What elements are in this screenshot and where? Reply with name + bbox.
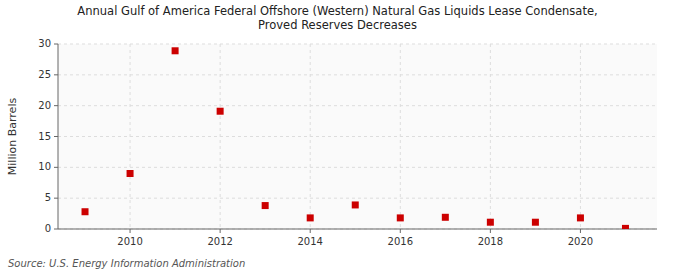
grid-line-y [58, 136, 657, 137]
y-tick-label: 5 [45, 192, 51, 203]
x-tick-label: 2020 [568, 236, 593, 247]
grid-line-x [580, 44, 581, 229]
grid-line-y [58, 74, 657, 75]
grid-line-x [310, 44, 311, 229]
x-tick [400, 229, 401, 233]
x-tick [130, 229, 131, 233]
x-tick-label: 2016 [388, 236, 413, 247]
background [0, 0, 675, 275]
y-tick-label: 10 [38, 161, 51, 172]
y-tick-label: 25 [38, 69, 51, 80]
x-tick-label: 2018 [478, 236, 503, 247]
grid [58, 44, 657, 229]
x-axis-line [58, 229, 657, 230]
grid-line-x [490, 44, 491, 229]
point [352, 201, 359, 208]
grid-line-y [58, 44, 657, 45]
grid-line-y [58, 198, 657, 199]
source-annotation: Source: U.S. Energy Information Administ… [8, 258, 245, 269]
point [307, 214, 314, 221]
chart: 0 5 10 15 20 25 30 2010 2012 2014 2016 2018 2020 Mill… [0, 0, 675, 275]
plot-area [58, 44, 657, 229]
y-tick-label: 0 [45, 223, 51, 234]
grid-line-x [220, 44, 221, 229]
point [397, 214, 404, 221]
grid-line-x [400, 44, 401, 229]
point [532, 219, 539, 226]
x-tick [310, 229, 311, 233]
y-tick [54, 136, 58, 137]
point [82, 208, 89, 215]
point [577, 214, 584, 221]
y-tick [54, 44, 58, 45]
x-tick-label: 2010 [117, 236, 142, 247]
y-tick [54, 198, 58, 199]
x-tick [490, 229, 491, 233]
y-tick [54, 167, 58, 168]
grid-line-x [130, 44, 131, 229]
points [82, 47, 629, 229]
y-tick [54, 229, 58, 230]
point [172, 47, 179, 54]
point [622, 225, 629, 229]
point [262, 202, 269, 209]
grid-line-y [58, 167, 657, 168]
x-tick-label: 2012 [207, 236, 232, 247]
title-line: Proved Reserves Decreases [258, 18, 417, 32]
y-axis-label: Million Barrels [6, 98, 19, 176]
y-tick-label: 30 [38, 38, 51, 49]
y-tick-label: 15 [38, 131, 51, 142]
title: Annual Gulf of America Federal Offshore … [77, 4, 597, 32]
point [217, 108, 224, 115]
x-tick [580, 229, 581, 233]
point [442, 214, 449, 221]
point [127, 170, 134, 177]
y-tick [54, 105, 58, 106]
point [487, 219, 494, 226]
title-line: Annual Gulf of America Federal Offshore … [77, 4, 597, 18]
x-tick-label: 2014 [297, 236, 322, 247]
x-tick [220, 229, 221, 233]
grid-line-y [58, 229, 657, 230]
grid-line-y [58, 105, 657, 106]
y-tick [54, 74, 58, 75]
y-tick-label: 20 [38, 100, 51, 111]
